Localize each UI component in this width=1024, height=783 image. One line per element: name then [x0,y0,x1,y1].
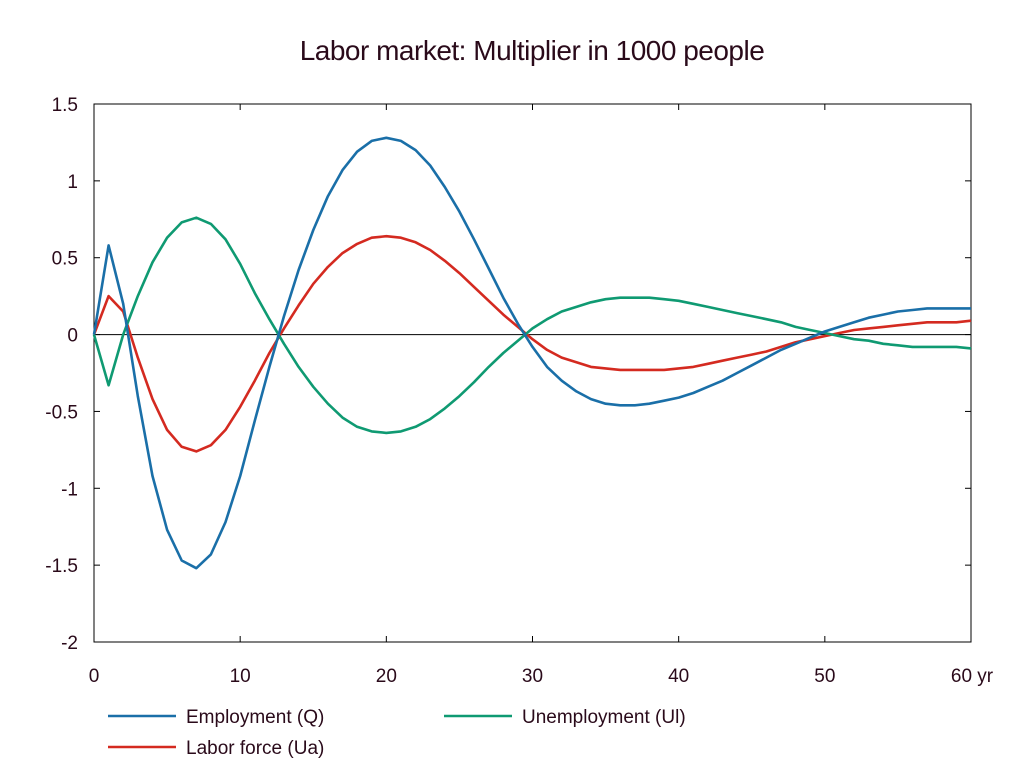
x-tick-label: 0 [89,666,100,687]
chart-title: Labor market: Multiplier in 1000 people [300,35,765,66]
legend: Employment (Q) Unemployment (Ul) Labor for… [108,707,686,759]
legend-label-employment-q: Employment (Q) [186,707,324,728]
legend-label-labor-force-ua: Labor force (Ua) [186,738,324,759]
y-tick-label: -0.5 [45,402,78,423]
plot-frame [93,103,972,643]
y-tick-label: -2 [61,633,78,654]
series-line-employment-q [92,136,971,570]
x-tick-label: 20 [376,666,397,687]
y-tick-label: -1 [61,479,78,500]
x-tick-label: 40 [668,666,689,687]
axis-ticks: 0 10 20 30 40 50 60 yr 1.5 1 0.5 0 -0.5 -1 -1.5 -2 [45,95,994,687]
y-tick-label: 0.5 [52,249,78,270]
x-tick-label: 60 yr [951,666,994,687]
series-group [92,136,972,570]
series-line-labor-force-ua [92,234,972,453]
x-tick-label: 10 [230,666,251,687]
legend-label-unemployment-ul: Unemployment (Ul) [522,707,686,728]
y-tick-label: 1 [67,172,78,193]
series-line-unemployment-ul [92,216,972,435]
y-tick-label: 0 [67,326,78,347]
y-tick-label: 1.5 [52,95,78,116]
x-tick-label: 30 [522,666,543,687]
y-tick-label: -1.5 [45,556,78,577]
x-tick-label: 50 [814,666,835,687]
plot-area-border [93,103,972,643]
